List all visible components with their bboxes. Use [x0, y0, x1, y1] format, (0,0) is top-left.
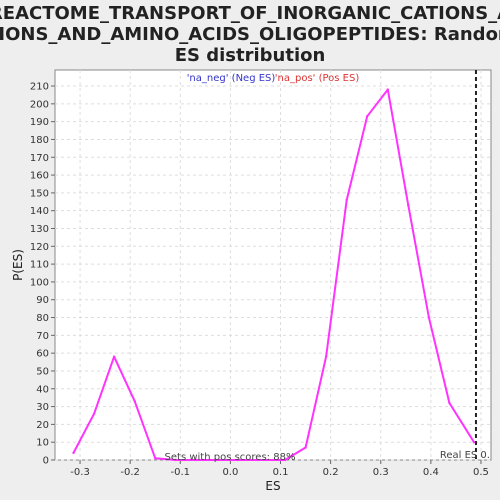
x-tick-label: 0.2	[323, 467, 339, 478]
real-es-marker: Real ES 0.	[440, 70, 490, 461]
y-tick-label: 10	[36, 438, 49, 449]
data-point	[304, 446, 307, 449]
y-tick-label: 110	[30, 260, 49, 271]
y-tick-label: 0	[43, 456, 49, 467]
x-axis: -0.3 -0.2 -0.1 0.0 0.1 0.2 0.3 0.4 0.5	[70, 460, 489, 478]
series-lines	[72, 88, 476, 462]
y-tick-label: 150	[30, 188, 49, 199]
chart-title: REACTOME_TRANSPORT_OF_INORGANIC_CATIONS_…	[0, 3, 500, 66]
y-tick-label: 80	[36, 313, 49, 324]
x-tick-label: -0.1	[171, 467, 191, 478]
x-tick-label: 0.3	[373, 467, 389, 478]
x-tick-label: 0.4	[423, 467, 439, 478]
y-tick-label: 170	[30, 153, 49, 164]
y-axis: 0 10 20 30 40 50 60 70 80 90 100 110 120 130 140 150 160…	[30, 82, 55, 467]
data-point	[174, 458, 177, 462]
x-axis-label: ES	[265, 479, 280, 493]
y-tick-label: 120	[30, 242, 49, 253]
data-point	[236, 458, 239, 462]
data-point	[256, 458, 260, 462]
y-tick-label: 190	[30, 117, 49, 128]
legend-item-pos: 'na_pos' (Pos ES)	[275, 73, 360, 84]
data-point	[112, 355, 116, 358]
grid-lines	[55, 70, 491, 461]
data-point	[277, 458, 280, 462]
y-tick-label: 30	[36, 402, 49, 413]
legend: 'na_neg' (Neg ES)'na_pos' (Pos ES)	[187, 73, 360, 84]
x-tick-label: 0.5	[473, 467, 489, 478]
data-point	[386, 88, 389, 91]
title-line: NIONS_AND_AMINO_ACIDS_OLIGOPEPTIDES: Ran…	[0, 24, 500, 45]
data-point	[92, 412, 96, 415]
legend-item-neg: 'na_neg' (Neg ES)	[187, 73, 276, 84]
y-tick-label: 200	[30, 99, 49, 110]
data-point	[195, 458, 198, 462]
data-point	[154, 457, 157, 460]
y-tick-label: 180	[30, 135, 49, 146]
data-point	[283, 458, 287, 462]
x-tick-label: 0.0	[222, 467, 238, 478]
y-tick-label: 160	[30, 171, 49, 182]
y-tick-label: 70	[36, 331, 49, 342]
data-point	[133, 400, 136, 403]
pos-scores-annotation: Sets with pos scores: 88%	[165, 452, 296, 463]
x-tick-label: 0.1	[273, 467, 289, 478]
data-point	[324, 355, 328, 358]
data-point	[448, 401, 451, 405]
x-tick-label: -0.3	[70, 467, 90, 478]
x-tick-label: -0.2	[120, 467, 140, 478]
title-line: ES distribution	[175, 45, 326, 66]
data-point	[427, 316, 431, 319]
data-point	[215, 458, 219, 462]
y-tick-label: 60	[36, 349, 49, 360]
y-tick-label: 20	[36, 420, 49, 431]
y-tick-label: 40	[36, 384, 49, 395]
y-tick-label: 210	[30, 82, 49, 93]
y-axis-label: P(ES)	[11, 249, 25, 281]
real-es-label: Real ES 0.	[440, 450, 490, 461]
data-point	[366, 115, 369, 118]
title-line: REACTOME_TRANSPORT_OF_INORGANIC_CATIONS_…	[0, 3, 500, 24]
data-point	[345, 198, 348, 202]
y-tick-label: 140	[30, 206, 49, 217]
plot-area	[54, 69, 492, 461]
y-tick-label: 100	[30, 277, 49, 288]
data-point	[72, 451, 75, 455]
data-point	[407, 204, 410, 207]
y-tick-label: 90	[36, 295, 49, 306]
y-tick-label: 50	[36, 366, 49, 377]
y-tick-label: 130	[30, 224, 49, 235]
data-point	[472, 440, 476, 444]
